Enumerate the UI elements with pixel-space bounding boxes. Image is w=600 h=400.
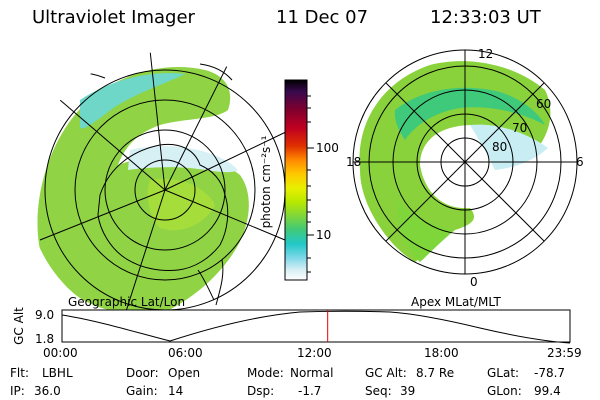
left-auroral-emission — [37, 67, 249, 314]
mlt-label-6: 6 — [576, 155, 584, 169]
glon-value: 99.4 — [534, 384, 561, 398]
time-label: 12:33:03 UT — [430, 7, 541, 28]
door-label: Door: — [126, 366, 159, 380]
ip-value: 36.0 — [34, 384, 61, 398]
mlt-label-18: 18 — [346, 155, 362, 169]
flt-label: Flt: — [10, 366, 29, 380]
mlt-label-0: 0 — [470, 275, 478, 289]
flt-value: LBHL — [42, 366, 73, 380]
mlat-label-60: 60 — [536, 97, 552, 111]
timeline-frame — [61, 309, 571, 343]
left-emission-edge — [128, 146, 238, 173]
gain-label: Gain: — [126, 384, 158, 398]
timeline-xtick-1800: 18:00 — [424, 346, 459, 360]
left-lon-lines — [39, 52, 291, 328]
instrument-title: Ultraviolet Imager — [32, 7, 195, 28]
glat-value: -78.7 — [534, 366, 566, 380]
timeline-xtick-2359: 23:59 — [547, 346, 582, 360]
gc-alt-timeline — [61, 309, 571, 344]
colorbar-ticks — [307, 95, 314, 273]
apex-image — [352, 49, 578, 275]
colorbar-unit-label: photon cm⁻²s⁻¹ — [259, 135, 273, 229]
timeline-ytick-9: 9.0 — [35, 308, 55, 322]
glon-label: GLon: — [487, 384, 522, 398]
seq-label: Seq: — [365, 384, 392, 398]
right-emission-band — [394, 87, 545, 140]
colorbar-tick-10: 10 — [316, 228, 332, 242]
mlat-label-70: 70 — [512, 121, 528, 135]
timeline-xtick-1200: 12:00 — [297, 346, 332, 360]
mode-value: Normal — [290, 366, 334, 380]
mlat-label-80: 80 — [492, 140, 508, 154]
glat-label: GLat: — [487, 366, 520, 380]
ip-label: IP: — [10, 384, 25, 398]
dsp-label: Dsp: — [247, 384, 275, 398]
right-panel-caption: Apex MLat/MLT — [411, 295, 501, 309]
timeline-xtick-0600: 06:00 — [168, 346, 203, 360]
date-label: 11 Dec 07 — [276, 7, 369, 28]
left-panel-caption: Geographic Lat/Lon — [68, 295, 186, 309]
right-mlt-lines — [353, 50, 577, 274]
timeline-ytick-1-8: 1.8 — [35, 332, 55, 346]
timeline-axis-label: GC Alt — [12, 307, 26, 345]
right-outer-ring — [352, 49, 578, 275]
dsp-value: -1.7 — [298, 384, 322, 398]
left-emission-cyan — [80, 73, 185, 129]
mode-label: Mode: — [247, 366, 284, 380]
geographic-image — [27, 52, 303, 328]
gcalt-value: 8.7 Re — [416, 366, 455, 380]
mlt-label-12: 12 — [478, 47, 494, 61]
gcalt-label: GC Alt: — [365, 366, 407, 380]
gc-alt-curve — [61, 310, 571, 344]
colorbar-tick-100: 100 — [316, 141, 339, 155]
timeline-xtick-0000: 00:00 — [43, 346, 78, 360]
door-value: Open — [168, 366, 201, 380]
seq-value: 39 — [400, 384, 416, 398]
gain-value: 14 — [168, 384, 184, 398]
colorbar — [284, 79, 308, 281]
right-emission-edge — [470, 124, 548, 170]
